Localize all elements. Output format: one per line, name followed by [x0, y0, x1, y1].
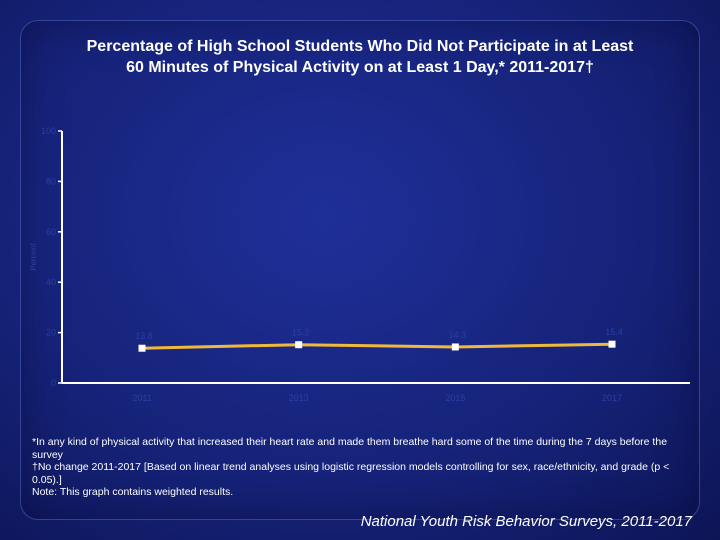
x-tick-label: 2015	[445, 393, 465, 403]
data-point	[451, 343, 459, 351]
x-tick-label: 2013	[289, 393, 309, 403]
data-point	[138, 344, 146, 352]
chart-title: Percentage of High School Students Who D…	[30, 36, 690, 78]
series-line	[141, 342, 613, 350]
y-tick-label: 40	[46, 277, 56, 287]
footnote-note: Note: This graph contains weighted resul…	[32, 486, 234, 498]
footnotes: *In any kind of physical activity that i…	[32, 436, 672, 499]
y-axis-label: Percent	[29, 242, 38, 270]
data-point	[295, 341, 303, 349]
slide-frame	[20, 20, 700, 520]
chart-title-line-2: 60 Minutes of Physical Activity on at Le…	[126, 59, 594, 76]
footnote-definition: *In any kind of physical activity that i…	[32, 436, 668, 461]
data-label: 15.4	[605, 327, 623, 337]
y-tick-label: 0	[51, 378, 56, 388]
footnote-trend: †No change 2011-2017 [Based on linear tr…	[32, 461, 670, 486]
chart-title-line-1: Percentage of High School Students Who D…	[86, 38, 634, 55]
x-tick-label: 2017	[602, 393, 622, 403]
data-point	[608, 340, 616, 348]
y-tick-label: 60	[46, 227, 56, 237]
data-label: 14.3	[449, 330, 467, 340]
data-label: 15.2	[292, 328, 310, 338]
data-label: 13.8	[135, 331, 153, 341]
y-tick-label: 20	[46, 328, 56, 338]
y-tick-label: 100	[41, 126, 56, 136]
y-tick-label: 80	[46, 176, 56, 186]
source-caption: National Youth Risk Behavior Surveys, 20…	[360, 513, 692, 530]
x-tick-label: 2011	[132, 393, 151, 403]
